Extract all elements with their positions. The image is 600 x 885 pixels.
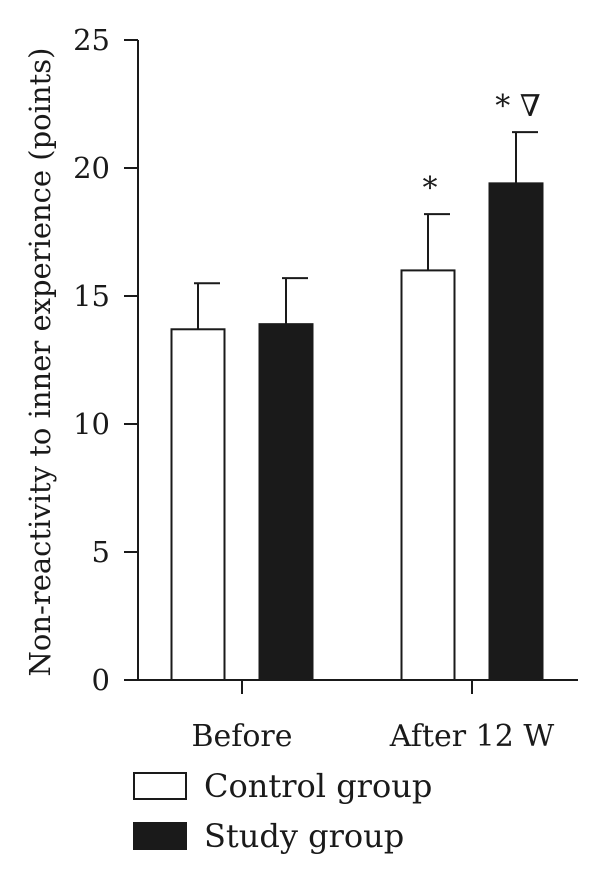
legend: Control group Study group: [133, 767, 432, 855]
bar-0-1: [400, 269, 456, 681]
x-tick-label-0: Before: [191, 719, 292, 754]
y-tick-label-2: 10: [73, 407, 110, 441]
bar-1-1: [488, 182, 544, 682]
bars: * * ∇: [170, 89, 544, 682]
bar-0-0: [170, 328, 226, 681]
annotation-1-1: * ∇: [495, 89, 541, 124]
legend-label-0: Control group: [204, 767, 432, 805]
y-tick-label-4: 20: [73, 151, 110, 185]
annotation-0-1: *: [423, 171, 438, 206]
y-tick-label-5: 25: [73, 23, 110, 57]
y-tick-label-1: 5: [92, 535, 110, 569]
y-axis: 0 5 10 15 20 25: [73, 23, 139, 697]
x-axis: Before After 12 W: [138, 679, 578, 754]
legend-swatch-1: [133, 822, 187, 850]
y-tick-label-0: 0: [92, 663, 110, 697]
bar-1-0: [258, 323, 314, 681]
y-axis-title: Non-reactivity to inner experience (poin…: [23, 48, 57, 677]
y-tick-label-3: 15: [73, 279, 110, 313]
x-tick-label-1: After 12 W: [389, 719, 555, 754]
legend-swatch-0: [133, 772, 187, 800]
legend-label-1: Study group: [204, 817, 404, 855]
